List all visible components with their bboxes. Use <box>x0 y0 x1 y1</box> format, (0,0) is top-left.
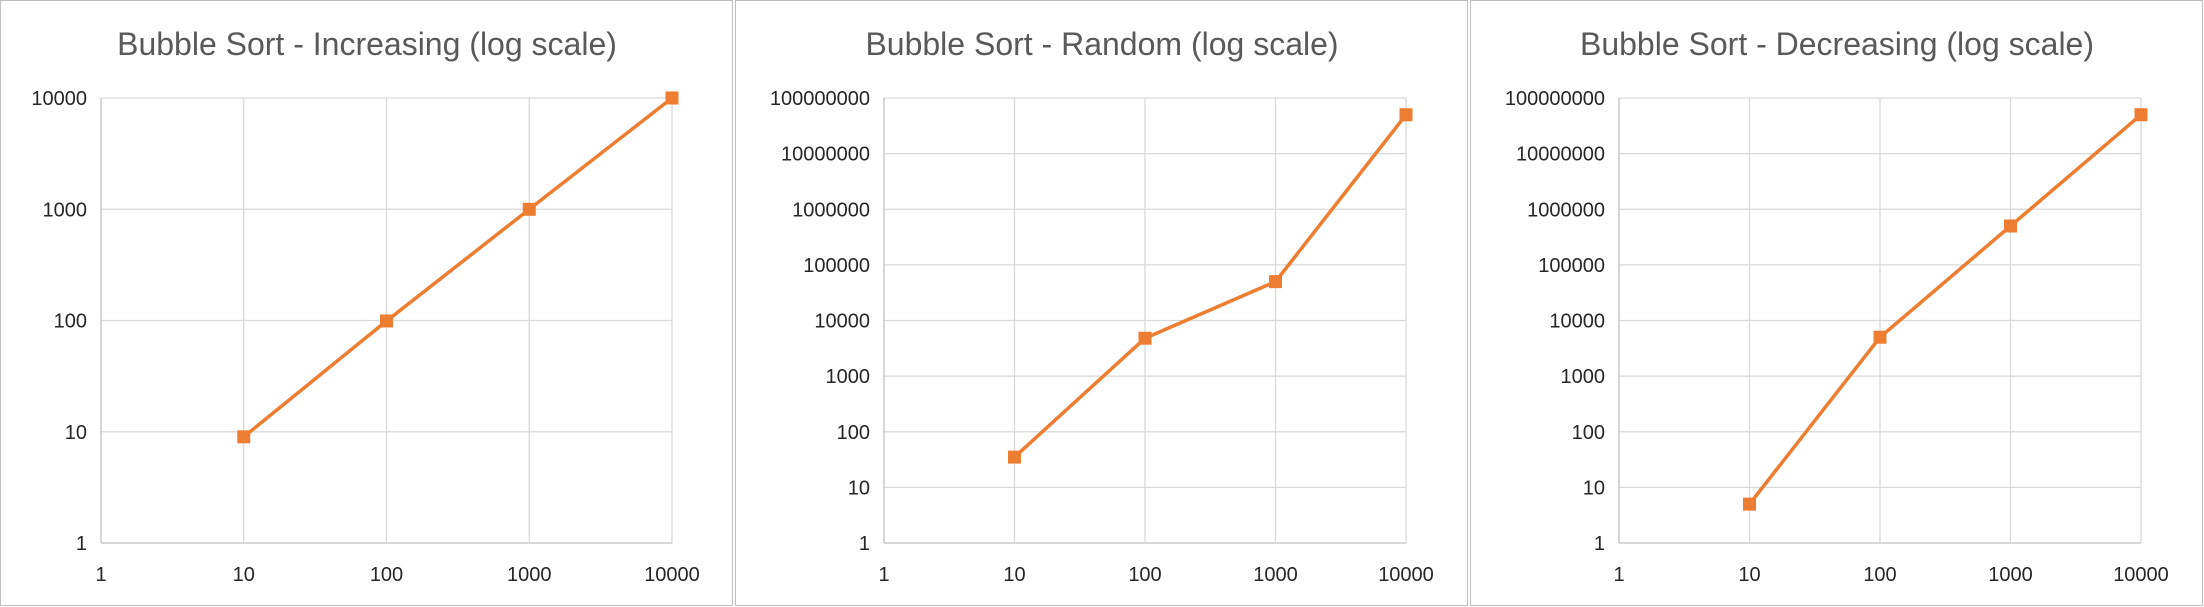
chart-title: Bubble Sort - Increasing (log scale) <box>117 26 617 62</box>
data-point-marker <box>2134 108 2148 122</box>
y-tick-label: 100000000 <box>1505 88 1605 110</box>
y-tick-label: 10000000 <box>1516 144 1605 166</box>
x-tick-label: 10000 <box>1378 564 1434 586</box>
y-tick-label: 100 <box>1572 422 1605 444</box>
y-tick-label: 100000000 <box>770 88 870 110</box>
y-tick-label: 1000 <box>826 366 871 388</box>
y-tick-label: 1 <box>1594 533 1605 555</box>
y-tick-label: 100 <box>54 311 87 333</box>
data-point-marker <box>1873 330 1887 344</box>
x-tick-label: 10 <box>1738 564 1760 586</box>
y-tick-label: 1000000 <box>1527 199 1605 221</box>
chart-decreasing: Bubble Sort - Decreasing (log scale) 1 10… <box>1505 26 2169 586</box>
x-tick-label: 1 <box>1613 564 1624 586</box>
y-tick-label: 1 <box>859 533 870 555</box>
chart-title: Bubble Sort - Random (log scale) <box>865 26 1338 62</box>
x-tick-label: 1 <box>95 564 106 586</box>
data-point-marker <box>1138 331 1152 345</box>
y-tick-label: 10 <box>848 477 870 499</box>
x-tick-label: 100 <box>370 564 403 586</box>
y-tick-label: 10000 <box>31 88 87 110</box>
x-tick-label: 10 <box>233 564 255 586</box>
y-tick-label: 10000 <box>1549 311 1605 333</box>
y-tick-label: 100 <box>837 422 870 444</box>
series-line <box>1013 113 1408 459</box>
y-tick-label: 1000 <box>43 199 88 221</box>
x-tick-label: 100 <box>1128 564 1161 586</box>
y-tick-label: 1 <box>76 533 87 555</box>
y-tick-label: 10 <box>65 422 87 444</box>
y-tick-label: 100000 <box>803 255 870 277</box>
data-point-marker <box>1399 108 1413 122</box>
chart-increasing: Bubble Sort - Increasing (log scale) 1 10… <box>31 26 700 586</box>
x-tick-label: 1000 <box>507 564 552 586</box>
chart-panel-random: Bubble Sort - Random (log scale) 1 10 100 1… <box>735 0 1468 606</box>
y-tick-label: 10000000 <box>781 144 870 166</box>
x-tick-label: 10 <box>1003 564 1025 586</box>
data-point-marker <box>237 430 251 444</box>
data-point-marker <box>1743 497 1756 511</box>
y-tick-label: 1000 <box>1561 366 1606 388</box>
data-point-marker <box>1269 275 1282 289</box>
x-tick-label: 1000 <box>1253 564 1298 586</box>
chart-title: Bubble Sort - Decreasing (log scale) <box>1580 26 2094 62</box>
y-tick-label: 100000 <box>1538 255 1605 277</box>
data-point-marker <box>380 314 393 328</box>
chart-panel-increasing: Bubble Sort - Increasing (log scale) 1 10… <box>0 0 733 606</box>
chart-panel-decreasing: Bubble Sort - Decreasing (log scale) 1 10… <box>1470 0 2203 606</box>
series-line <box>1748 113 2143 506</box>
data-point-marker <box>1008 450 1021 464</box>
data-point-marker <box>665 91 679 105</box>
chart-random: Bubble Sort - Random (log scale) 1 10 100 1… <box>770 26 1434 586</box>
x-tick-label: 1000 <box>1988 564 2033 586</box>
y-tick-label: 10 <box>1583 477 1605 499</box>
x-tick-label: 1 <box>878 564 889 586</box>
x-tick-label: 10000 <box>644 564 700 586</box>
y-tick-label: 10000 <box>814 311 870 333</box>
data-point-marker <box>2004 219 2017 233</box>
series-line <box>242 96 674 439</box>
y-tick-label: 1000000 <box>792 199 870 221</box>
data-point-marker <box>522 202 536 216</box>
x-tick-label: 100 <box>1863 564 1896 586</box>
x-tick-label: 10000 <box>2113 564 2169 586</box>
